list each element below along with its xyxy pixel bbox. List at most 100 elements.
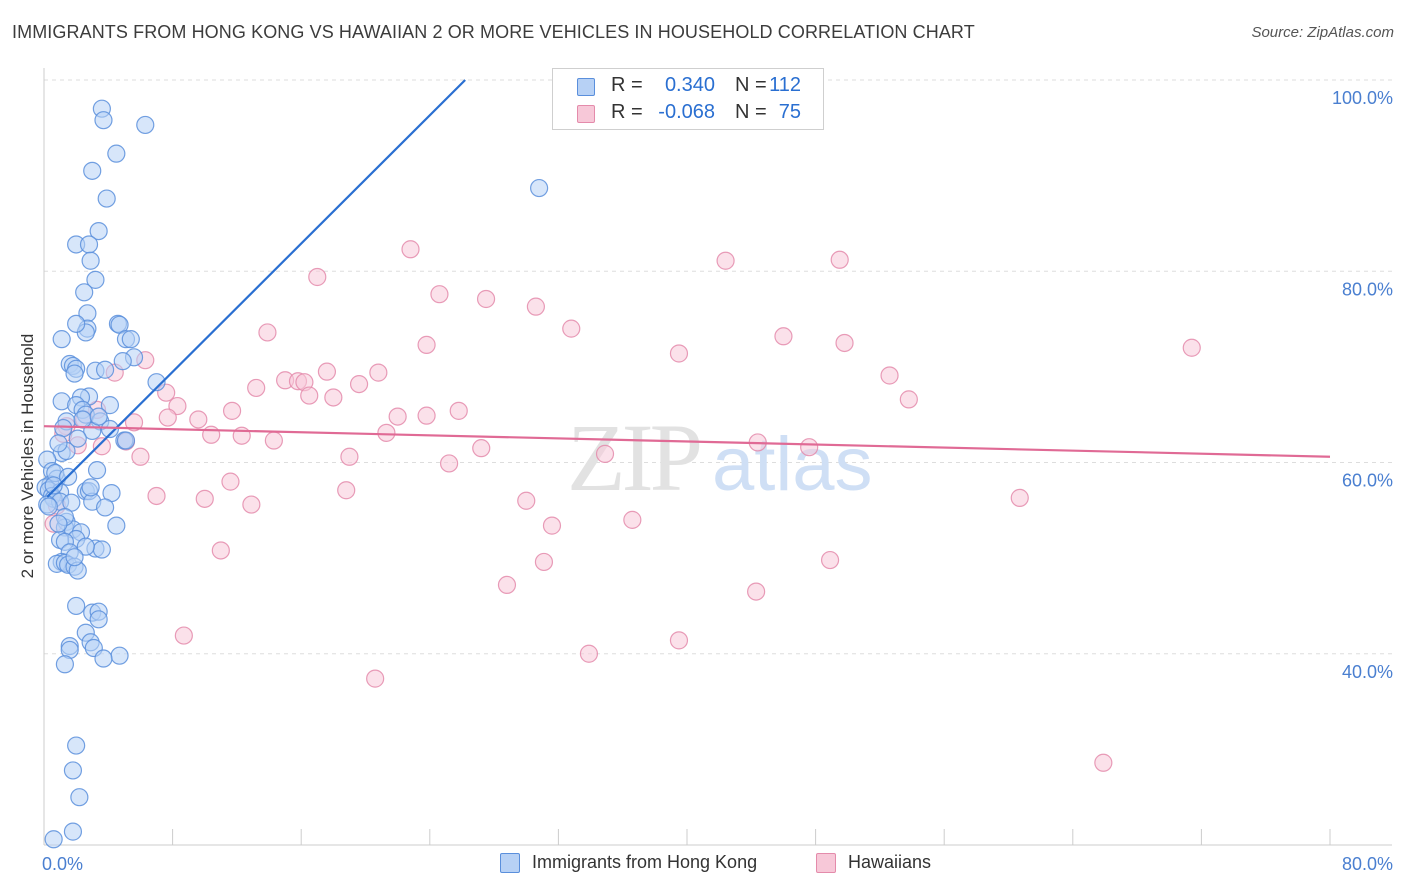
hong-kong-point — [44, 476, 63, 495]
hawaiians-trend-line — [43, 425, 1331, 458]
hawaiians-point — [835, 333, 854, 353]
hawaiians-point — [899, 390, 918, 409]
hawaiians-point — [258, 323, 277, 342]
y-tick-label: 100.0% — [1332, 88, 1393, 108]
hong-kong-point — [92, 540, 111, 559]
hawaiians-point — [542, 516, 562, 535]
hawaiians-point — [158, 408, 177, 427]
hawaiians-point — [147, 486, 166, 506]
hong-kong-point — [68, 429, 87, 448]
hawaiians-point — [337, 481, 356, 500]
hawaiians-point — [349, 374, 369, 394]
hawaiians-point — [669, 344, 689, 363]
legend-swatch-pink — [577, 105, 595, 123]
hawaiians-point — [124, 413, 144, 432]
hong-kong-point — [54, 418, 73, 438]
hawaiians-point — [401, 240, 420, 259]
hawaiians-point — [388, 407, 407, 426]
hawaiians-point — [820, 550, 840, 570]
hawaiians-point — [221, 472, 240, 491]
legend-r-label: R = — [611, 74, 643, 96]
hong-kong-point — [121, 330, 140, 349]
hong-kong-point — [81, 478, 100, 497]
hong-kong-point — [49, 514, 68, 533]
hawaiians-point — [174, 626, 193, 645]
hawaiians-point — [472, 439, 491, 458]
hong-kong-point — [81, 251, 100, 270]
hawaiians-point — [439, 454, 459, 473]
hawaiians-point — [366, 669, 385, 688]
hong-kong-point — [89, 407, 108, 426]
trend-lines — [43, 79, 1331, 498]
hong-kong-point — [107, 144, 126, 163]
hawaiians-point — [476, 289, 496, 309]
hong-kong-point — [39, 497, 58, 516]
hawaiians-point — [242, 495, 261, 514]
chart-title: IMMIGRANTS FROM HONG KONG VS HAWAIIAN 2 … — [12, 22, 975, 42]
hawaiians-point — [417, 335, 436, 354]
hong-kong-point — [113, 352, 132, 371]
hawaiians-point — [369, 363, 388, 382]
hong-kong-point — [89, 610, 108, 629]
hong-kong-point — [530, 178, 549, 198]
hawaiians-point — [595, 444, 615, 463]
hawaiians-point — [562, 319, 581, 338]
hawaiians-point — [92, 437, 111, 456]
hawaiians-point — [300, 386, 319, 405]
hong-kong-point — [107, 516, 126, 535]
legend-row-hong-kong: R = 0.340 N = 112 — [553, 74, 823, 100]
hong-kong-point — [65, 364, 84, 383]
legend-r-value: -0.068 — [658, 101, 715, 123]
hawaiians-point — [417, 406, 436, 425]
hong-kong-point — [89, 221, 108, 241]
hawaiians-point — [1010, 488, 1029, 507]
hawaiians-point — [430, 285, 449, 304]
hawaiians-point — [308, 267, 327, 287]
hawaiians-point — [526, 297, 545, 316]
hawaiians-point — [195, 489, 214, 508]
legend-swatch-blue — [577, 78, 595, 96]
legend-label-hawaiians: Hawaiians — [848, 852, 932, 872]
hong-kong-point — [94, 649, 113, 668]
hong-kong-point — [49, 434, 68, 453]
watermark-atlas: atlas — [712, 422, 873, 507]
legend-label-hong-kong: Immigrants from Hong Kong — [532, 852, 758, 872]
hawaiians-point — [747, 582, 766, 601]
hong-kong-point — [95, 498, 115, 517]
hawaiians-point — [800, 438, 819, 457]
legend-row-hawaiians: R = -0.068 N = 75 — [553, 101, 823, 127]
hawaiians-point — [340, 447, 359, 466]
hawaiians-point — [716, 251, 735, 270]
hong-kong-point — [76, 537, 95, 556]
tick-labels: 40.0% 60.0% 80.0% 100.0% 0.0% 80.0% — [42, 88, 1393, 874]
hong-kong-point — [110, 646, 129, 665]
hawaiians-point — [247, 378, 266, 398]
hong-kong-point — [100, 396, 120, 415]
hawaiians-point — [131, 447, 150, 466]
legend-r-label: R = — [611, 101, 643, 123]
hong-kong-point — [67, 736, 86, 755]
y-tick-label: 40.0% — [1342, 662, 1393, 682]
correlation-legend: R = 0.340 N = 112 R = -0.068 N = 75 — [552, 68, 824, 130]
hawaiians-point — [1182, 338, 1201, 357]
hawaiians-point — [880, 366, 899, 385]
hawaiians-point — [449, 401, 468, 420]
hong-kong-point — [55, 655, 74, 674]
hong-kong-points — [36, 99, 549, 849]
hong-kong-point — [52, 330, 71, 349]
hong-kong-point — [63, 822, 83, 841]
hong-kong-point — [97, 189, 116, 208]
hong-kong-point — [67, 314, 86, 333]
hawaiians-point — [377, 423, 396, 442]
hawaiians-point — [189, 410, 208, 429]
hawaiians-point — [774, 327, 793, 346]
hawaiians-point — [222, 401, 242, 420]
gridlines — [44, 79, 1392, 655]
hawaiians-point — [623, 510, 642, 529]
legend-swatch-pink — [816, 853, 836, 873]
y-tick-label: 60.0% — [1342, 471, 1393, 491]
legend-r-value: 0.340 — [664, 74, 715, 96]
hong-kong-point — [63, 761, 83, 780]
hawaiians-point — [317, 362, 337, 381]
